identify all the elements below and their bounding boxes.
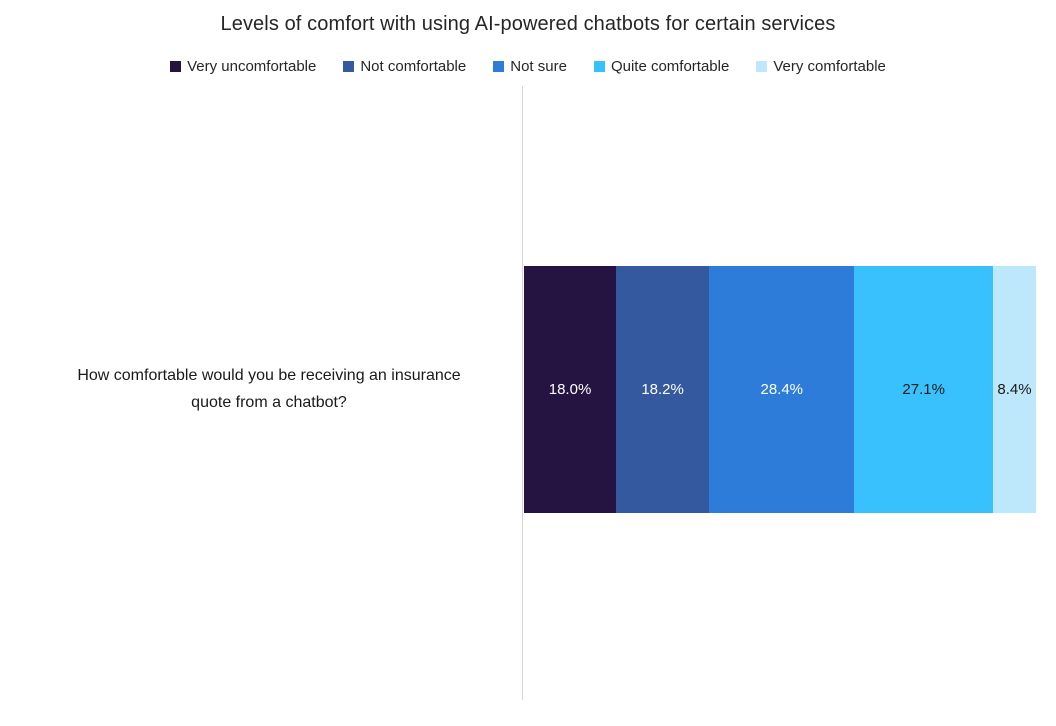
legend-swatch-icon: [593, 61, 605, 72]
bar-segment-not-comfortable: 18.2%: [616, 266, 710, 513]
bar-segment-very-uncomfortable: 18.0%: [524, 266, 617, 513]
legend-label: Not sure: [510, 58, 567, 75]
legend-label: Very comfortable: [773, 58, 886, 75]
y-axis-line: [522, 86, 523, 700]
data-label: 28.4%: [760, 381, 804, 398]
data-label: 27.1%: [902, 381, 945, 398]
bar-segment-very-comfortable: 8.4%: [993, 266, 1036, 513]
legend-item-very-comfortable: Very comfortable: [756, 58, 886, 75]
legend-label: Quite comfortable: [610, 58, 730, 75]
legend-item-not-comfortable: Not comfortable: [343, 58, 466, 75]
legend: Very uncomfortable Not comfortable Not sur…: [0, 58, 1056, 75]
legend-item-quite-comfortable: Quite comfortable: [593, 58, 730, 75]
legend-swatch-icon: [756, 61, 768, 72]
legend-swatch-icon: [170, 61, 182, 72]
legend-swatch-icon: [343, 61, 355, 72]
legend-item-very-uncomfortable: Very uncomfortable: [170, 58, 316, 75]
data-label: 18.0%: [548, 381, 592, 398]
chart-title: Levels of comfort with using AI-powered …: [220, 13, 836, 35]
category-axis-label: How comfortable would you be receiving a…: [77, 367, 461, 411]
data-label: 18.2%: [641, 381, 684, 398]
bar-segment-not-sure: 28.4%: [709, 266, 855, 513]
legend-label: Very uncomfortable: [187, 58, 317, 75]
data-label: 8.4%: [997, 381, 1032, 398]
bar-segment-quite-comfortable: 27.1%: [854, 266, 993, 513]
legend-item-not-sure: Not sure: [493, 58, 567, 75]
legend-label: Not comfortable: [360, 58, 467, 75]
stacked-bar: 18.0% 18.2% 28.4% 27.1% 8.4%: [524, 266, 1036, 513]
legend-swatch-icon: [493, 61, 505, 72]
